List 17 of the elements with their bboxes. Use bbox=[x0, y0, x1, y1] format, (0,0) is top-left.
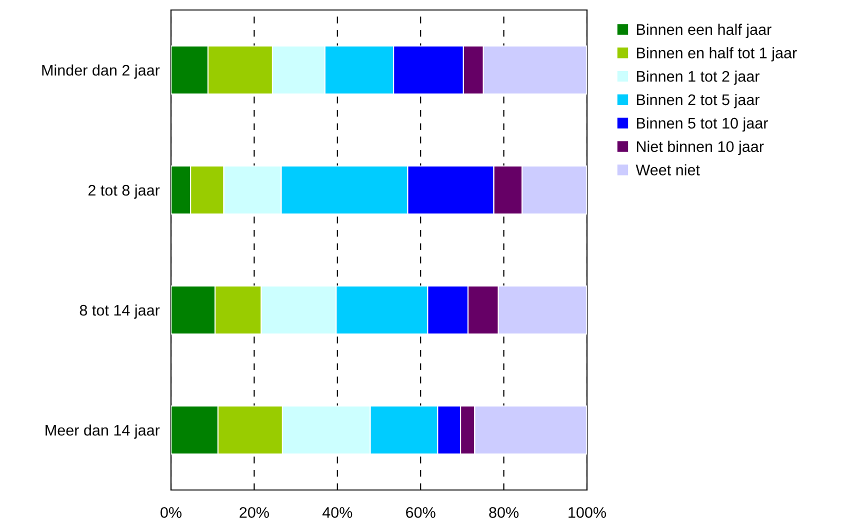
x-tick-label: 100% bbox=[568, 507, 606, 518]
y-tick-label: 2 tot 8 jaar bbox=[88, 184, 160, 199]
legend-label: Weet niet bbox=[636, 164, 700, 176]
legend-label: Binnen 5 tot 10 jaar bbox=[636, 117, 768, 132]
y-tick-label: 8 tot 14 jaar bbox=[80, 304, 160, 319]
x-tick-label: 40% bbox=[322, 507, 352, 518]
x-tick-label: 20% bbox=[240, 507, 269, 518]
x-tick-label: 60% bbox=[406, 507, 436, 518]
legend-label: Binnen en half tot 1 jaar bbox=[636, 47, 797, 62]
legend-label: Binnen een half jaar bbox=[636, 24, 772, 38]
y-tick-label: Meer dan 14 jaar bbox=[46, 424, 160, 439]
legend-label: Niet binnen 10 jaar bbox=[636, 140, 764, 156]
x-tick-label: 0% bbox=[160, 507, 182, 518]
y-tick-label: Minder dan 2 jaar bbox=[42, 64, 160, 79]
legend-label: Binnen 1 tot 2 jaar bbox=[636, 70, 760, 85]
x-tick-label: 80% bbox=[489, 507, 519, 518]
legend-label: Binnen 2 tot 5 jaar bbox=[636, 94, 760, 108]
